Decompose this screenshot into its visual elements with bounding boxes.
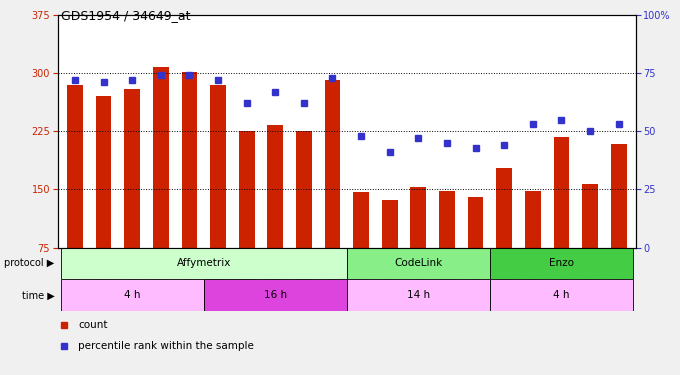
- Text: Affymetrix: Affymetrix: [177, 258, 231, 268]
- Bar: [153, 67, 169, 248]
- Bar: [490, 279, 633, 311]
- Bar: [296, 131, 311, 248]
- Bar: [382, 200, 398, 248]
- Text: 4 h: 4 h: [124, 290, 141, 300]
- Bar: [182, 72, 197, 248]
- Text: protocol ▶: protocol ▶: [4, 258, 54, 268]
- Bar: [490, 248, 633, 279]
- Bar: [411, 187, 426, 248]
- Bar: [96, 96, 112, 248]
- Bar: [353, 192, 369, 248]
- Text: 14 h: 14 h: [407, 290, 430, 300]
- Text: 4 h: 4 h: [553, 290, 570, 300]
- Text: count: count: [78, 320, 107, 330]
- Bar: [439, 191, 455, 248]
- Bar: [61, 279, 204, 311]
- Bar: [525, 191, 541, 248]
- Bar: [554, 136, 569, 248]
- Bar: [582, 184, 598, 248]
- Bar: [239, 131, 254, 248]
- Bar: [124, 88, 140, 248]
- Bar: [210, 85, 226, 248]
- Bar: [496, 168, 512, 248]
- Bar: [67, 85, 83, 248]
- Text: GDS1954 / 34649_at: GDS1954 / 34649_at: [61, 9, 190, 22]
- Bar: [61, 248, 347, 279]
- Bar: [468, 197, 483, 248]
- Bar: [347, 279, 490, 311]
- Bar: [611, 144, 626, 248]
- Text: CodeLink: CodeLink: [394, 258, 443, 268]
- Bar: [347, 248, 490, 279]
- Bar: [204, 279, 347, 311]
- Text: 16 h: 16 h: [264, 290, 287, 300]
- Text: percentile rank within the sample: percentile rank within the sample: [78, 341, 254, 351]
- Text: time ▶: time ▶: [22, 290, 54, 300]
- Text: Enzo: Enzo: [549, 258, 574, 268]
- Bar: [267, 125, 283, 248]
- Bar: [324, 80, 341, 248]
